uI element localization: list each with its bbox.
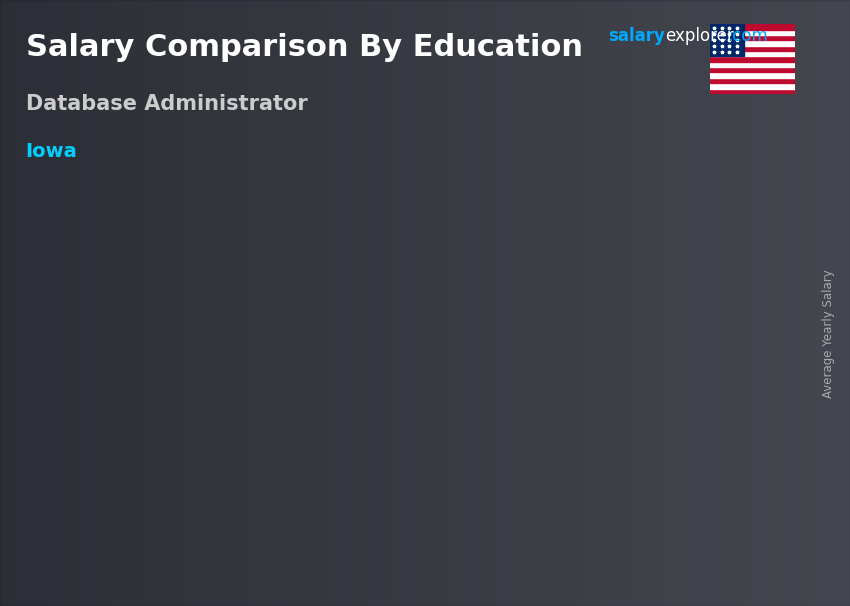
Text: .com: .com xyxy=(728,27,768,45)
Bar xyxy=(118,336,219,521)
Bar xyxy=(710,24,744,56)
Bar xyxy=(710,78,795,83)
Text: Salary Comparison By Education: Salary Comparison By Education xyxy=(26,33,582,62)
Bar xyxy=(710,88,795,94)
Text: Iowa: Iowa xyxy=(26,142,77,161)
Polygon shape xyxy=(670,105,685,521)
Bar xyxy=(343,238,445,521)
Text: +42%: +42% xyxy=(439,103,529,131)
Polygon shape xyxy=(569,105,685,121)
Text: Bachelor's
Degree: Bachelor's Degree xyxy=(349,553,439,585)
Text: 101,000 USD: 101,000 USD xyxy=(281,205,387,220)
Text: Certificate or
Diploma: Certificate or Diploma xyxy=(112,553,226,585)
Polygon shape xyxy=(343,222,461,238)
Text: salary: salary xyxy=(608,27,665,45)
Bar xyxy=(569,121,670,521)
Bar xyxy=(710,30,795,35)
Text: Average Yearly Salary: Average Yearly Salary xyxy=(822,269,836,398)
Bar xyxy=(710,62,795,67)
Text: explorer: explorer xyxy=(666,27,734,45)
Bar xyxy=(710,41,795,45)
Bar xyxy=(710,45,795,51)
Text: 143,000 USD: 143,000 USD xyxy=(692,101,797,116)
Polygon shape xyxy=(219,320,235,521)
Text: Database Administrator: Database Administrator xyxy=(26,94,307,114)
Bar xyxy=(710,56,795,62)
Bar xyxy=(710,51,795,56)
Text: 66,200 USD: 66,200 USD xyxy=(10,347,105,362)
Polygon shape xyxy=(118,320,235,336)
Bar xyxy=(710,67,795,73)
Text: +52%: +52% xyxy=(218,227,309,256)
Polygon shape xyxy=(445,222,461,521)
Bar xyxy=(710,73,795,78)
Bar xyxy=(710,83,795,88)
Bar xyxy=(710,35,795,41)
Text: Master's
Degree: Master's Degree xyxy=(582,553,655,585)
Bar xyxy=(710,24,795,30)
